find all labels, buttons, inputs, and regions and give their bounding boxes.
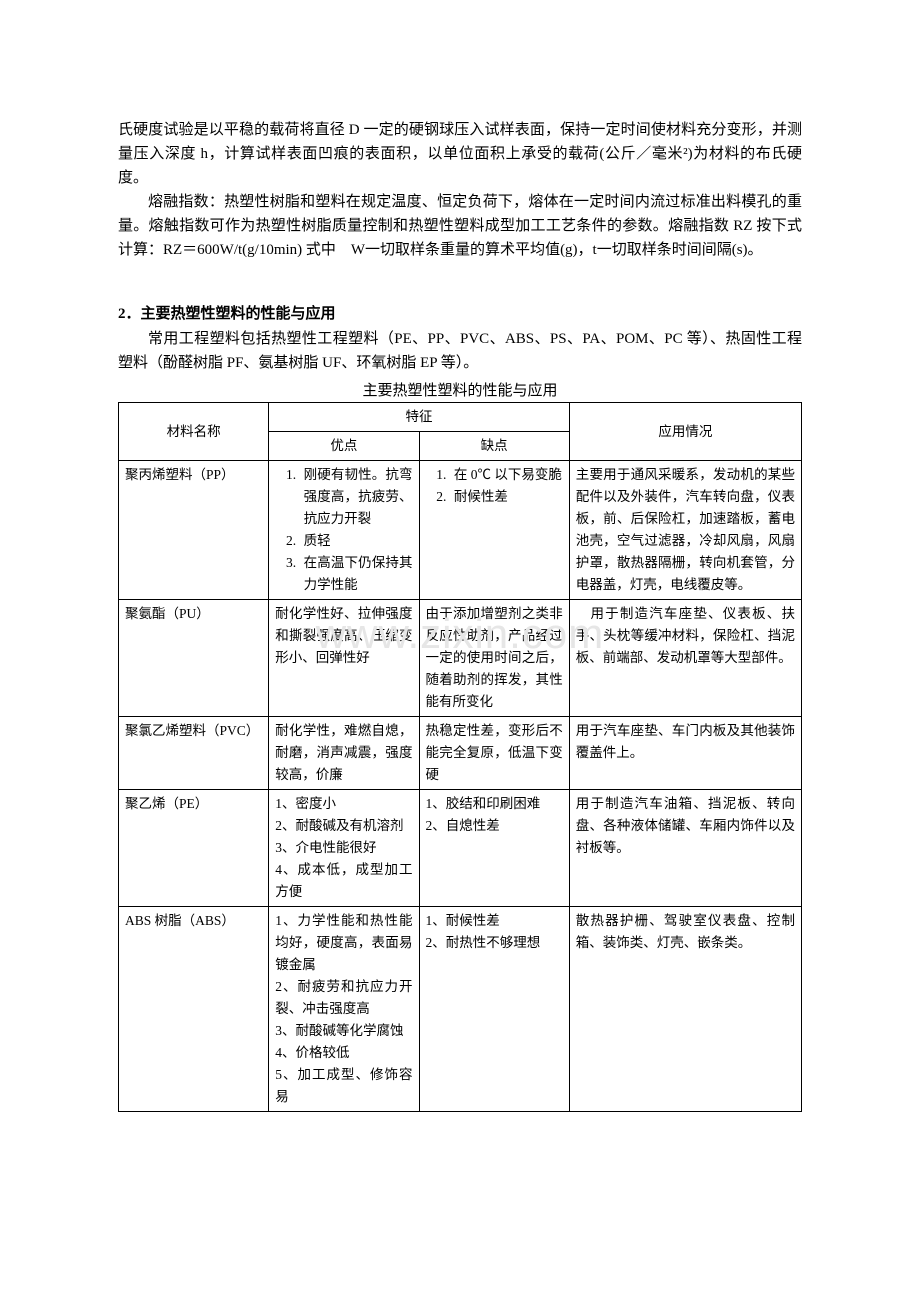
cell-advantage: 1、密度小2、耐酸碱及有机溶剂3、介电性能很好4、成本低，成型加工方便 (269, 790, 419, 907)
spacer (118, 262, 802, 302)
cell-disadvantage: 1、胶结和印刷困难2、自熄性差 (419, 790, 569, 907)
table-row: 聚氨酯（PU）耐化学性好、拉伸强度和撕裂强度高、压缩变形小、回弹性好由于添加增塑… (119, 600, 802, 717)
cell-material-name: 聚氨酯（PU） (119, 600, 269, 717)
cell-application: 用于制造汽车油箱、挡泥板、转向盘、各种液体储罐、车厢内饰件以及衬板等。 (569, 790, 801, 907)
th-application: 应用情况 (569, 403, 801, 461)
table-row: 聚丙烯塑料（PP）刚硬有韧性。抗弯强度高，抗疲劳、抗应力开裂质轻在高温下仍保持其… (119, 461, 802, 600)
cell-advantage: 耐化学性好、拉伸强度和撕裂强度高、压缩变形小、回弹性好 (269, 600, 419, 717)
cell-application: 主要用于通风采暖系，发动机的某些配件以及外装件，汽车转向盘，仪表板，前、后保险杠… (569, 461, 801, 600)
th-disadvantage: 缺点 (419, 432, 569, 461)
table-row: 聚乙烯（PE）1、密度小2、耐酸碱及有机溶剂3、介电性能很好4、成本低，成型加工… (119, 790, 802, 907)
cell-advantage: 1、力学性能和热性能均好，硬度高，表面易镀金属2、耐疲劳和抗应力开裂、冲击强度高… (269, 907, 419, 1112)
plastics-table: 材料名称 特征 应用情况 优点 缺点 聚丙烯塑料（PP）刚硬有韧性。抗弯强度高，… (118, 402, 802, 1112)
cell-application: 散热器护栅、驾驶室仪表盘、控制箱、装饰类、灯壳、嵌条类。 (569, 907, 801, 1112)
cell-application: 用于汽车座垫、车门内板及其他装饰覆盖件上。 (569, 717, 801, 790)
section-intro: 常用工程塑料包括热塑性工程塑料（PE、PP、PVC、ABS、PS、PA、POM、… (118, 327, 802, 375)
th-advantage: 优点 (269, 432, 419, 461)
th-name: 材料名称 (119, 403, 269, 461)
cell-material-name: ABS 树脂（ABS） (119, 907, 269, 1112)
cell-material-name: 聚乙烯（PE） (119, 790, 269, 907)
paragraph-hardness: 氏硬度试验是以平稳的载荷将直径 D 一定的硬钢球压入试样表面，保持一定时间使材料… (118, 118, 802, 190)
document-page: www.zixin.com 氏硬度试验是以平稳的载荷将直径 D 一定的硬钢球压入… (0, 0, 920, 1302)
cell-advantage: 耐化学性，难燃自熄，耐磨，消声减震，强度较高，价廉 (269, 717, 419, 790)
cell-disadvantage: 1、耐候性差2、耐热性不够理想 (419, 907, 569, 1112)
th-feature: 特征 (269, 403, 570, 432)
cell-disadvantage: 在 0℃ 以下易变脆耐候性差 (419, 461, 569, 600)
table-title: 主要热塑性塑料的性能与应用 (118, 379, 802, 400)
cell-disadvantage: 由于添加增塑剂之类非反应性助剂，产品经过一定的使用时间之后，随着助剂的挥发，其性… (419, 600, 569, 717)
table-header-row-1: 材料名称 特征 应用情况 (119, 403, 802, 432)
cell-advantage: 刚硬有韧性。抗弯强度高，抗疲劳、抗应力开裂质轻在高温下仍保持其力学性能 (269, 461, 419, 600)
cell-material-name: 聚氯乙烯塑料（PVC） (119, 717, 269, 790)
section-heading: 2．主要热塑性塑料的性能与应用 (118, 302, 802, 323)
cell-material-name: 聚丙烯塑料（PP） (119, 461, 269, 600)
paragraph-melt-index: 熔融指数：热塑性树脂和塑料在规定温度、恒定负荷下，熔体在一定时间内流过标准出料模… (118, 190, 802, 262)
table-row: ABS 树脂（ABS）1、力学性能和热性能均好，硬度高，表面易镀金属2、耐疲劳和… (119, 907, 802, 1112)
table-row: 聚氯乙烯塑料（PVC）耐化学性，难燃自熄，耐磨，消声减震，强度较高，价廉热稳定性… (119, 717, 802, 790)
cell-application: 用于制造汽车座垫、仪表板、扶手、头枕等缓冲材料，保险杠、挡泥板、前端部、发动机罩… (569, 600, 801, 717)
cell-disadvantage: 热稳定性差，变形后不能完全复原，低温下变硬 (419, 717, 569, 790)
